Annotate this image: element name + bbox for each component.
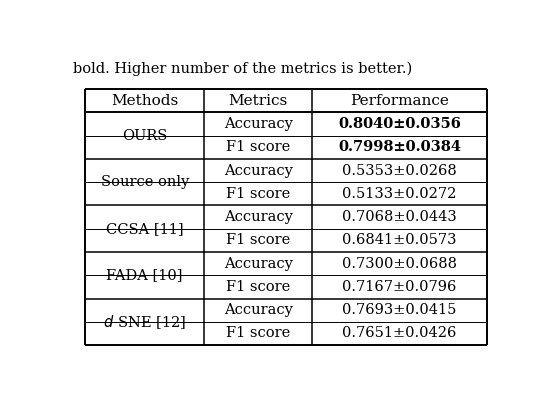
Text: 0.7998±0.0384: 0.7998±0.0384 xyxy=(338,140,461,154)
Text: Accuracy: Accuracy xyxy=(224,303,293,317)
Text: 0.7693±0.0415: 0.7693±0.0415 xyxy=(342,303,456,317)
Text: Accuracy: Accuracy xyxy=(224,210,293,224)
Text: Methods: Methods xyxy=(111,94,178,108)
Text: Accuracy: Accuracy xyxy=(224,164,293,178)
Text: Source only: Source only xyxy=(101,175,189,189)
Text: Performance: Performance xyxy=(350,94,449,108)
Text: F1 score: F1 score xyxy=(226,140,290,154)
Text: 0.7300±0.0688: 0.7300±0.0688 xyxy=(342,257,457,271)
Text: CCSA [11]: CCSA [11] xyxy=(106,222,184,236)
Text: Accuracy: Accuracy xyxy=(224,257,293,271)
Text: 0.7651±0.0426: 0.7651±0.0426 xyxy=(342,326,456,340)
Text: 0.6841±0.0573: 0.6841±0.0573 xyxy=(342,233,457,247)
Text: 0.7068±0.0443: 0.7068±0.0443 xyxy=(342,210,457,224)
Text: F1 score: F1 score xyxy=(226,280,290,294)
Text: OURS: OURS xyxy=(122,129,167,142)
Text: F1 score: F1 score xyxy=(226,326,290,340)
Text: Accuracy: Accuracy xyxy=(224,117,293,131)
Text: FADA [10]: FADA [10] xyxy=(106,268,183,282)
Text: 0.8040±0.0356: 0.8040±0.0356 xyxy=(338,117,461,131)
Text: F1 score: F1 score xyxy=(226,187,290,201)
Text: 0.7167±0.0796: 0.7167±0.0796 xyxy=(342,280,456,294)
Text: 0.5133±0.0272: 0.5133±0.0272 xyxy=(342,187,456,201)
Text: Metrics: Metrics xyxy=(229,94,288,108)
Text: bold. Higher number of the metrics is better.): bold. Higher number of the metrics is be… xyxy=(73,62,412,76)
Text: F1 score: F1 score xyxy=(226,233,290,247)
Text: $d$-SNE [12]: $d$-SNE [12] xyxy=(103,313,186,331)
Text: 0.5353±0.0268: 0.5353±0.0268 xyxy=(342,164,457,178)
